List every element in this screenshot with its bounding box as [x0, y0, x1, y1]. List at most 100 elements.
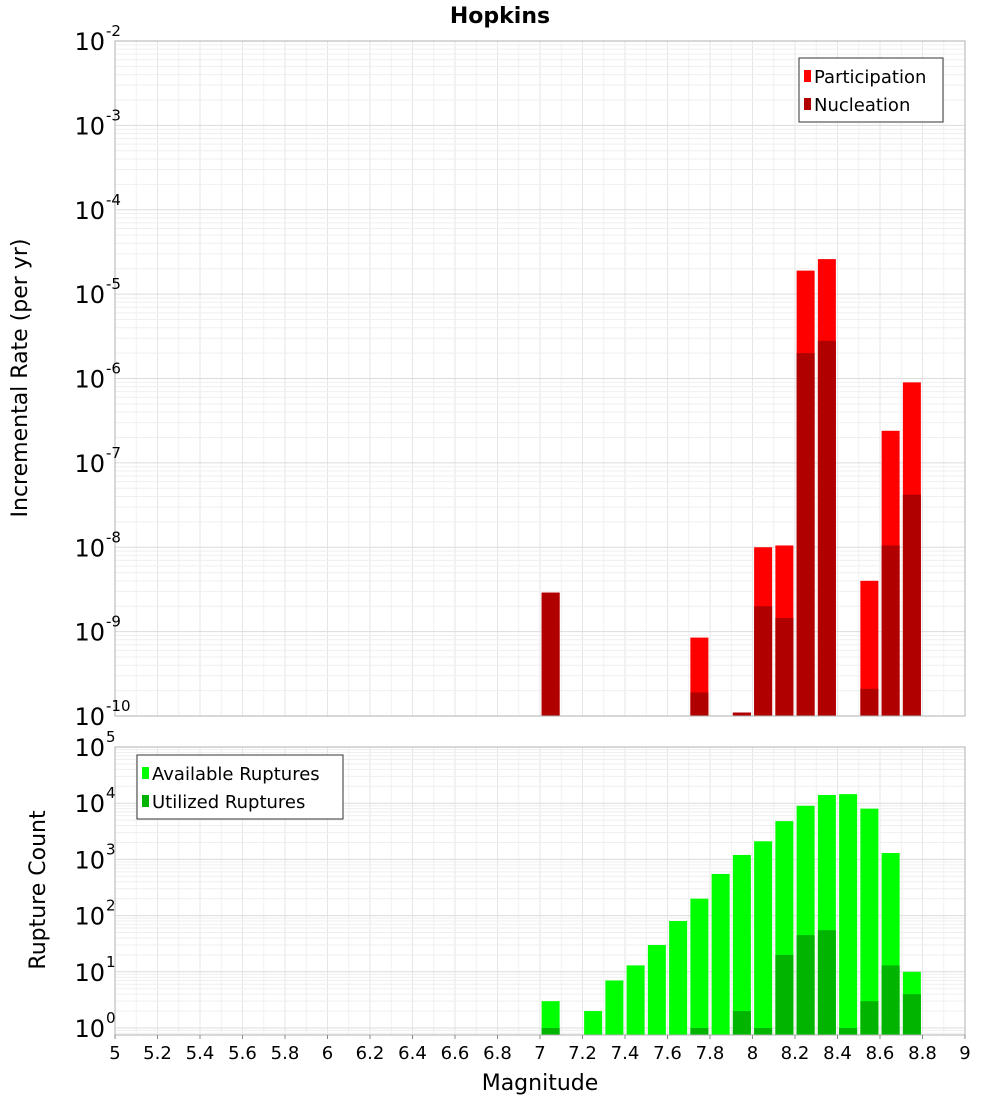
- top-y-tick: 10 -9: [74, 613, 121, 647]
- top-y-tick: 10 -8: [74, 528, 121, 562]
- top-bar-series-1: [860, 688, 879, 716]
- top-y-tick: 10 -7: [74, 444, 121, 478]
- x-tick-label: 7.2: [568, 1043, 597, 1064]
- top-y-tick-base: 10: [74, 112, 105, 140]
- bottom-y-tick: 10 5: [74, 728, 115, 762]
- top-bar-series-1: [881, 545, 900, 716]
- bottom-bar-series-1: [860, 1001, 879, 1035]
- top-y-tick-exponent: -5: [106, 275, 121, 293]
- top-bar-series-1: [902, 494, 921, 716]
- bottom-bar-series-0: [690, 898, 709, 1035]
- top-y-tick: 10 -5: [74, 275, 121, 309]
- bottom-y-tick-exponent: 4: [106, 784, 116, 802]
- x-tick-label: 8.6: [866, 1043, 895, 1064]
- top-bar-series-1: [541, 592, 560, 716]
- x-tick-label: 6.8: [483, 1043, 512, 1064]
- bottom-bar-series-1: [881, 965, 900, 1035]
- top-legend-label: Participation: [814, 67, 926, 88]
- top-y-tick-base: 10: [74, 281, 105, 309]
- bottom-y-tick: 10 3: [74, 840, 115, 874]
- x-tick-label: 6.4: [398, 1043, 427, 1064]
- bottom-legend-swatch: [142, 767, 149, 779]
- top-bar-series-1: [690, 692, 709, 716]
- x-tick-label: 8: [747, 1043, 758, 1064]
- top-y-tick-exponent: -4: [106, 191, 121, 209]
- bottom-bar-series-0: [605, 980, 624, 1035]
- x-tick-label: 5.6: [228, 1043, 257, 1064]
- bottom-bar-series-0: [711, 873, 730, 1035]
- bottom-bar-series-1: [796, 935, 815, 1035]
- top-y-tick-exponent: -3: [106, 106, 121, 124]
- top-y-tick: 10 -4: [74, 191, 121, 225]
- x-tick-label: 9: [959, 1043, 970, 1064]
- top-legend: Participation Nucleation: [798, 57, 944, 123]
- bottom-bar-series-0: [669, 921, 688, 1035]
- top-bar-series-1: [796, 353, 815, 716]
- top-y-tick-exponent: -6: [106, 360, 121, 378]
- top-y-tick-base: 10: [74, 703, 105, 731]
- bottom-bar-series-1: [690, 1027, 709, 1035]
- x-tick-label: 8.4: [823, 1043, 852, 1064]
- bottom-bar-series-0: [732, 854, 751, 1035]
- x-tick-label: 6.6: [441, 1043, 470, 1064]
- x-tick-label: 7.8: [696, 1043, 725, 1064]
- x-tick-label: 6.2: [356, 1043, 385, 1064]
- bottom-legend-label: Utilized Ruptures: [152, 792, 305, 813]
- bottom-y-tick-base: 10: [74, 846, 105, 874]
- bottom-bar-series-1: [754, 1027, 773, 1035]
- bottom-y-tick-base: 10: [74, 959, 105, 987]
- bottom-bar-series-0: [541, 1001, 560, 1035]
- chart-title: Hopkins: [450, 4, 550, 29]
- bottom-legend-box: [136, 754, 344, 820]
- top-y-tick: 10 -10: [74, 697, 130, 731]
- top-bar-series-1: [732, 712, 751, 716]
- top-y-tick-base: 10: [74, 28, 105, 56]
- top-y-tick-base: 10: [74, 366, 105, 394]
- bottom-y-tick-exponent: 0: [106, 1009, 116, 1027]
- bottom-y-tick: 10 4: [74, 784, 115, 818]
- top-y-tick-exponent: -7: [106, 444, 121, 462]
- top-y-tick: 10 -2: [74, 22, 121, 56]
- top-y-tick: 10 -6: [74, 360, 121, 394]
- bottom-bar-series-0: [584, 1011, 603, 1035]
- bottom-bar-series-1: [817, 930, 836, 1035]
- top-y-tick-exponent: -10: [106, 697, 131, 715]
- top-y-tick-base: 10: [74, 534, 105, 562]
- top-y-tick-base: 10: [74, 197, 105, 225]
- bottom-legend-swatch: [142, 795, 149, 807]
- top-bar-series-1: [817, 340, 836, 716]
- bottom-y-tick-exponent: 2: [106, 897, 116, 915]
- bottom-bar-series-0: [647, 944, 666, 1035]
- x-tick-label: 8.2: [781, 1043, 810, 1064]
- x-tick-label: 7: [534, 1043, 545, 1064]
- bottom-bar-series-1: [902, 994, 921, 1035]
- x-tick-label: 5: [109, 1043, 120, 1064]
- bottom-y-tick-base: 10: [74, 734, 105, 762]
- bottom-y-tick-base: 10: [74, 1015, 105, 1043]
- bottom-y-tick-base: 10: [74, 903, 105, 931]
- x-tick-label: 6: [322, 1043, 333, 1064]
- top-bar-series-1: [754, 606, 773, 716]
- bottom-y-tick-exponent: 3: [106, 840, 116, 858]
- top-y-axis-label: Incremental Rate (per yr): [8, 239, 33, 518]
- bottom-bar-series-0: [626, 965, 645, 1035]
- bottom-bar-series-1: [541, 1027, 560, 1035]
- bottom-y-tick-base: 10: [74, 790, 105, 818]
- bottom-y-axis-label: Rupture Count: [26, 810, 51, 970]
- x-tick-label: 5.2: [143, 1043, 172, 1064]
- x-tick-label: 5.4: [186, 1043, 215, 1064]
- bottom-bar-series-1: [732, 1011, 751, 1035]
- x-tick-label: 8.8: [908, 1043, 937, 1064]
- top-plot-frame: [114, 40, 966, 717]
- top-y-tick-exponent: -2: [106, 22, 121, 40]
- bottom-legend-label: Available Ruptures: [152, 764, 320, 785]
- top-y-tick-exponent: -8: [106, 528, 121, 546]
- x-tick-label: 7.4: [611, 1043, 640, 1064]
- top-y-tick-exponent: -9: [106, 613, 121, 631]
- top-y-tick-base: 10: [74, 619, 105, 647]
- top-legend-label: Nucleation: [814, 95, 910, 116]
- bottom-bar-series-1: [839, 1027, 858, 1035]
- bottom-y-tick: 10 2: [74, 897, 115, 931]
- bottom-bar-series-0: [839, 794, 858, 1035]
